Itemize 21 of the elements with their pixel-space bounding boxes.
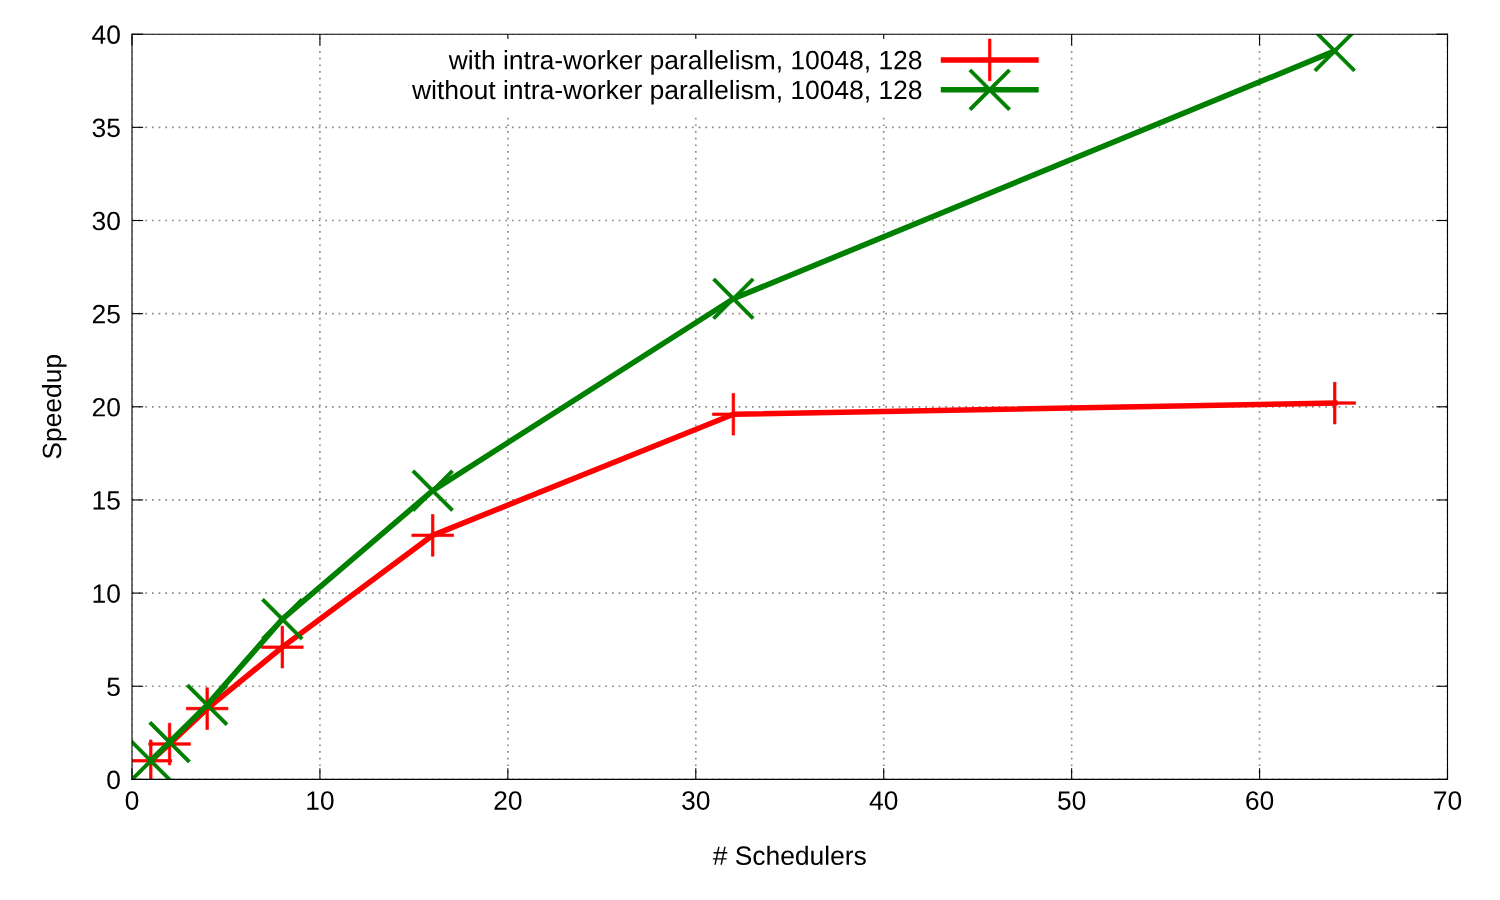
x-tick-label: 40 (869, 791, 898, 810)
x-tick-label: 50 (1058, 791, 1086, 810)
x-axis-title: # Schedulers (712, 845, 866, 866)
legend-label: with intra-worker parallelism, 10048, 128 (448, 50, 922, 75)
y-tick-label: 30 (92, 211, 120, 231)
y-tick-label: 40 (92, 25, 120, 45)
y-tick-label: 5 (107, 677, 120, 697)
y-axis-title: Speedup (41, 355, 67, 459)
x-tick-label: 60 (1246, 791, 1274, 810)
x-tick-label: 70 (1434, 791, 1462, 810)
y-tick-label: 25 (92, 304, 120, 324)
x-tick-label: 0 (125, 791, 139, 810)
x-tick-label: 20 (494, 791, 522, 810)
legend-label: without intra-worker parallelism, 10048, 128 (412, 79, 922, 105)
y-tick-label: 0 (107, 770, 120, 790)
x-tick-label: 10 (307, 791, 334, 810)
y-tick-label: 10 (93, 584, 120, 603)
y-tick-label: 20 (92, 397, 120, 417)
y-tick-label: 15 (93, 491, 120, 510)
x-tick-label: 30 (682, 791, 710, 810)
y-tick-label: 35 (92, 118, 120, 138)
